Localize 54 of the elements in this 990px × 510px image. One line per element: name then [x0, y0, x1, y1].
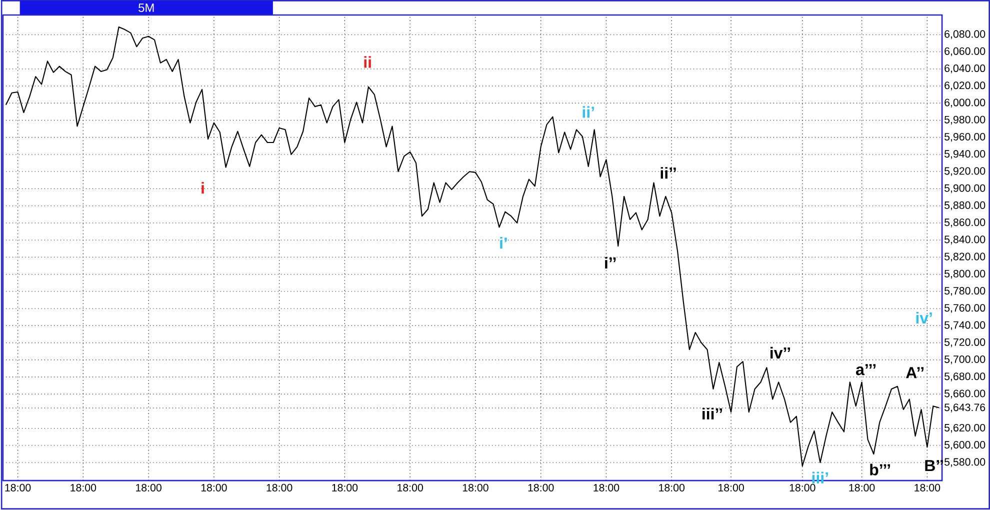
y-tick-label: 5,600.00: [944, 441, 986, 450]
y-tick-label: 6,080.00: [944, 30, 986, 40]
y-tick-label: 5,920.00: [944, 167, 986, 176]
y-tick-label: 5,740.00: [944, 321, 986, 330]
annotation: a’’’: [856, 364, 876, 376]
annotation: A’’: [906, 367, 924, 378]
annotation: iv’: [916, 312, 932, 324]
y-tick-label: 5,760.00: [944, 304, 986, 314]
y-tick-label: 5,720.00: [944, 338, 986, 348]
x-tick-label: 18:00: [5, 484, 31, 492]
annotation: ii’’: [660, 167, 676, 179]
annotation: ii: [364, 56, 371, 68]
y-tick-label: 5,780.00: [944, 287, 986, 296]
x-tick-label: 18:00: [659, 484, 685, 492]
x-tick-label: 18:00: [594, 484, 620, 492]
x-tick-label: 18:00: [70, 484, 96, 492]
annotation: iii’’: [702, 408, 722, 420]
annotation: b’’’: [870, 464, 890, 476]
x-tick-label: 18:00: [136, 484, 162, 492]
y-tick-label: 5,980.00: [944, 116, 986, 125]
y-tick-label: 5,900.00: [944, 184, 986, 194]
y-tick-label: 5,580.00: [944, 458, 986, 468]
y-tick-label: 5,700.00: [944, 356, 986, 365]
annotation: i: [202, 182, 204, 194]
x-tick-label: 18:00: [790, 484, 816, 492]
y-tick-label: 5,680.00: [944, 372, 986, 382]
x-tick-label: 18:00: [914, 484, 940, 492]
y-tick-label: 5,820.00: [944, 253, 986, 262]
x-tick-label: 18:00: [849, 484, 875, 492]
x-tick-label: 18:00: [528, 484, 554, 492]
x-tick-label: 18:00: [201, 484, 227, 492]
y-tick-label: 6,040.00: [944, 64, 986, 74]
annotation: i’: [500, 237, 507, 249]
y-tick-label: 6,020.00: [944, 82, 986, 91]
y-tick-label: 5,660.00: [944, 390, 986, 399]
y-tick-label: 5,800.00: [944, 270, 986, 279]
x-tick-label: 18:00: [398, 484, 423, 492]
y-tick-label: 5,620.00: [944, 424, 986, 433]
y-tick-label: 5,880.00: [944, 202, 986, 210]
y-tick-label: 6,060.00: [944, 48, 986, 56]
annotation: i’’: [605, 257, 616, 269]
y-tick-label: 5,960.00: [944, 133, 986, 142]
y-tick-label: 5,840.00: [944, 236, 986, 245]
annotation: iv’’: [770, 347, 790, 359]
y-tick-label: 5,643.76: [944, 404, 986, 413]
y-tick-label: 6,000.00: [944, 98, 986, 108]
x-tick-label: 18:00: [462, 484, 488, 492]
y-tick-label: 5,860.00: [944, 218, 986, 228]
x-tick-label: 18:00: [718, 484, 744, 492]
x-tick-label: 18:00: [332, 484, 358, 492]
annotation: ii’: [582, 106, 594, 118]
y-tick-label: 5,940.00: [944, 150, 986, 160]
x-tick-label: 18:00: [266, 484, 292, 492]
chart-title: 5M: [138, 4, 154, 12]
